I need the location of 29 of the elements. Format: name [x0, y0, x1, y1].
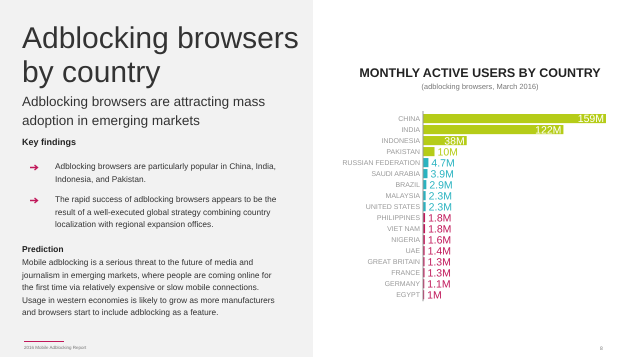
data-label: 2.3M: [428, 201, 452, 214]
data-label: 1M: [427, 289, 442, 302]
data-label: 38M: [444, 135, 465, 148]
text: Mobile adblocking is a serious threat to the future of media and journalism in emerging markets, where people are coming online for the first time via relatively expensive or slow mobile connections. Usage in western economies is likely to grow as more manufacturers and browsers start to include adblocking as a feature.: [22, 256, 276, 319]
text: Prediction: [22, 244, 64, 254]
data-label: 122M: [535, 124, 562, 136]
bar: [423, 158, 428, 168]
data-label: 10M: [438, 146, 458, 158]
bar: [423, 147, 435, 156]
data-label: 1.1M: [427, 278, 451, 290]
data-label: 159M: [578, 113, 604, 126]
data-label: 3.9M: [430, 168, 454, 180]
data-label: 1.3M: [427, 267, 451, 280]
chart-title: MONTHLY ACTIVE USERS BY COUNTRY: [359, 66, 602, 80]
text: Adblocking browsers are attracting mass adoption in emerging markets: [22, 93, 266, 130]
data-label: 1.6M: [428, 234, 452, 246]
data-label: 1.3M: [427, 256, 451, 268]
text: Adblocking browsers are particularly popular in China, India, Indonesia, and Pakistan.: [55, 160, 277, 185]
bar: [423, 114, 606, 124]
text: The rapid success of adblocking browsers appears to be the result of a well-executed global strategy combining country localization with regional expansion offices.: [55, 193, 278, 230]
text: Key findings: [22, 137, 76, 147]
data-label: 4.7M: [431, 157, 455, 170]
text: Adblocking browsers by country: [22, 22, 300, 90]
bar: [423, 125, 564, 134]
data-label: 1.8M: [428, 223, 452, 236]
data-label: 1.8M: [428, 212, 452, 224]
data-label: 1.4M: [428, 245, 451, 258]
data-label: 2.9M: [429, 179, 453, 192]
data-label: 2.3M: [428, 190, 452, 202]
